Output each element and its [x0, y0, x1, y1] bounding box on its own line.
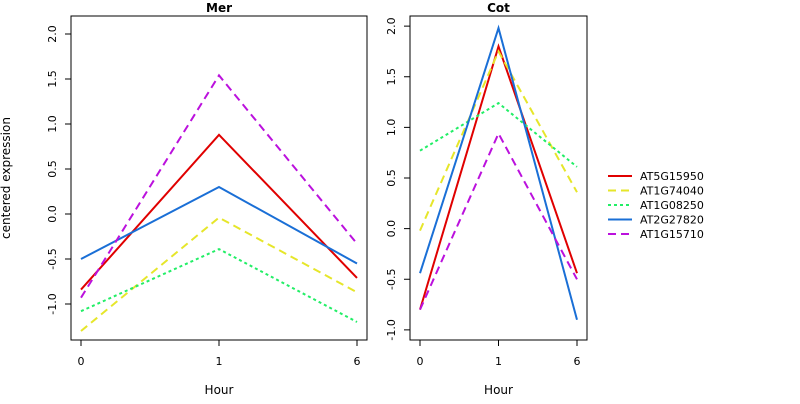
y-tick-label: 2.0	[46, 25, 59, 43]
y-tick-label: -1.0	[46, 293, 59, 314]
y-tick-label: -0.5	[385, 269, 398, 290]
y-tick-label: 0.0	[46, 205, 59, 223]
y-tick-label: 1.5	[46, 70, 59, 88]
y-tick-label: 1.0	[385, 119, 398, 137]
series-line-at1g08250	[419, 101, 578, 168]
series-line-at1g74040	[419, 49, 578, 232]
y-tick-label: 2.0	[385, 17, 398, 35]
x-tick-label: 6	[354, 355, 361, 368]
y-axis-label: centered expression	[0, 117, 13, 239]
legend-label: AT1G15710	[640, 228, 704, 241]
y-tick-label: -1.0	[385, 319, 398, 340]
series-line-at2g27820	[80, 185, 358, 265]
y-tick-label: 0.5	[385, 169, 398, 187]
series-line-at5g15950	[419, 43, 578, 310]
series-line-at2g27820	[419, 24, 578, 321]
series-line-at1g15710	[419, 131, 578, 311]
y-tick-label: -0.5	[46, 248, 59, 269]
x-tick-label: 6	[574, 355, 581, 368]
legend-item: AT5G15950	[608, 170, 704, 183]
legend-item: AT1G74040	[608, 185, 704, 198]
legend-item: AT1G08250	[608, 199, 704, 212]
x-tick-label: 1	[495, 355, 502, 368]
panel-0: Mer -1.0 -0.5 0.0 0.5 1.0 1.5 2.0 0 1 6 Hour	[46, 1, 368, 397]
panel-title: Mer	[206, 1, 232, 15]
series-line-at1g74040	[80, 216, 358, 332]
legend-label: AT1G08250	[640, 199, 704, 212]
panels-layer: Mer -1.0 -0.5 0.0 0.5 1.0 1.5 2.0 0 1 6 Hour Cot -1.0…	[46, 1, 588, 397]
y-tick-label: 0.5	[46, 160, 59, 178]
legend-item: AT2G27820	[608, 214, 704, 227]
panel-title: Cot	[487, 1, 510, 15]
legend-label: AT2G27820	[640, 214, 704, 227]
y-tick-label: 1.0	[46, 115, 59, 133]
plot-frame	[409, 15, 588, 341]
x-axis-label: Hour	[484, 383, 513, 397]
series-line-at5g15950	[80, 133, 358, 291]
panel-1: Cot -1.0 -0.5 0.0 0.5 1.0 1.5 2.0 0 1 6 Hour	[385, 1, 588, 397]
legend-label: AT1G74040	[640, 185, 704, 198]
plot-frame	[70, 15, 368, 341]
legend-item: AT1G15710	[608, 228, 704, 241]
legend-label: AT5G15950	[640, 170, 704, 183]
y-tick-label: 1.5	[385, 68, 398, 86]
x-tick-label: 0	[78, 355, 85, 368]
series-line-at1g08250	[80, 247, 358, 323]
series-line-at1g15710	[80, 73, 358, 299]
x-tick-label: 1	[216, 355, 223, 368]
x-tick-label: 0	[417, 355, 424, 368]
y-tick-label: 0.0	[385, 220, 398, 238]
x-axis-label: Hour	[205, 383, 234, 397]
